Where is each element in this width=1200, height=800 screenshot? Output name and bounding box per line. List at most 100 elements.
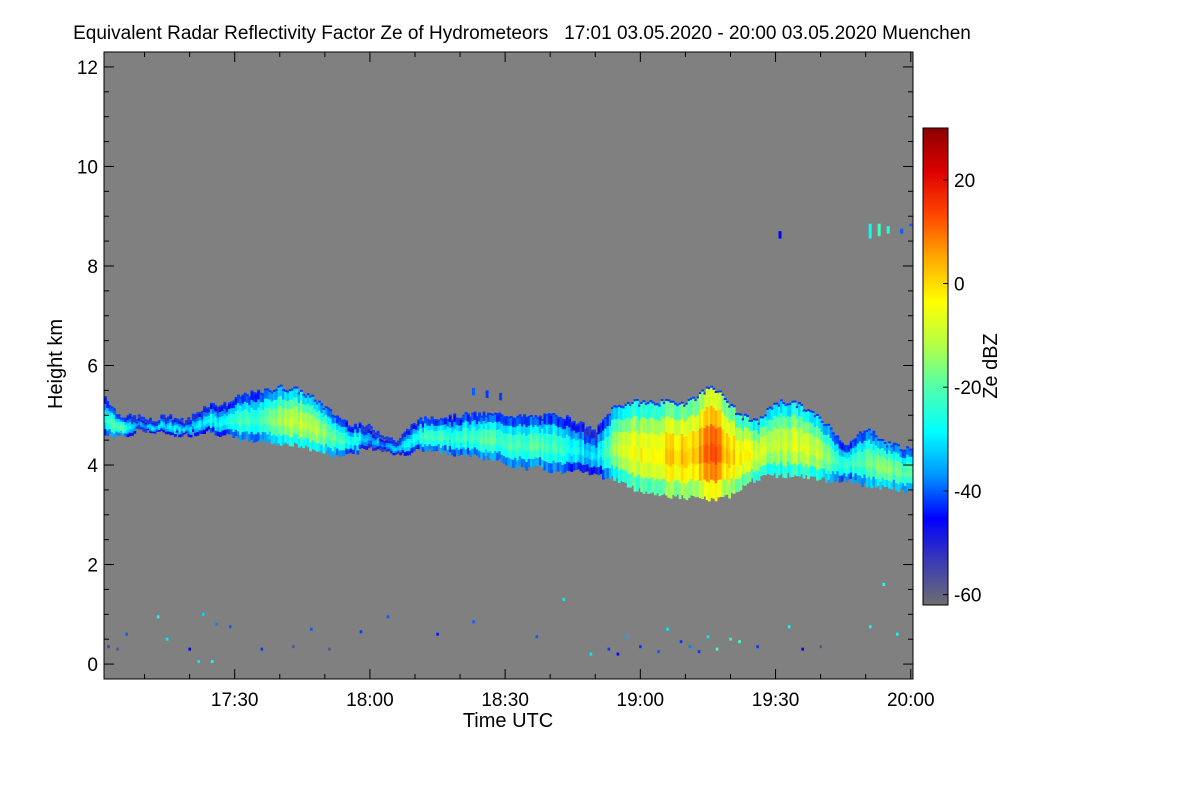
cloud-cell: [482, 444, 486, 453]
cloud-cell: [295, 396, 299, 407]
cloud-cell: [480, 423, 484, 432]
cloud-cell: [223, 418, 227, 425]
cloud-cell: [782, 440, 786, 453]
isolated-echoes: [472, 223, 913, 401]
cloud-cell: [266, 416, 270, 426]
cloud-cell: [545, 433, 549, 444]
cloud-cell: [847, 445, 851, 452]
cloud-cell: [387, 444, 391, 448]
cloud-cell: [541, 443, 545, 452]
clutter-point: [215, 622, 219, 626]
cloud-cell: [227, 428, 231, 435]
cloud-cell: [705, 443, 709, 463]
cloud-cell: [662, 478, 666, 494]
cloud-cell: [502, 440, 506, 449]
cloud-cell: [707, 444, 711, 464]
cloud-cell: [667, 481, 671, 498]
cloud-cell: [678, 435, 682, 452]
cloud-edge: [602, 419, 605, 422]
cloud-cell: [336, 435, 339, 443]
cloud-cell: [284, 433, 288, 443]
cloud-cell: [863, 465, 867, 475]
cloud-cell: [162, 423, 166, 428]
cloud-cell: [207, 408, 211, 413]
cloud-cell: [676, 420, 680, 436]
cloud-edge: [128, 413, 132, 416]
cloud-cell: [462, 428, 466, 435]
colorbar-ticks: 200-20-40-60: [943, 171, 981, 607]
cloud-cell: [529, 432, 533, 442]
cloud-cell: [507, 456, 511, 466]
cloud-cell: [642, 477, 646, 494]
cloud-edge: [676, 404, 680, 407]
cloud-cell: [599, 432, 603, 441]
cloud-cell: [273, 433, 276, 444]
cloud-cell: [311, 395, 315, 406]
cloud-cell: [356, 436, 360, 442]
cloud-edge: [155, 421, 159, 424]
cloud-cell: [593, 451, 596, 460]
cloud-cell: [847, 451, 851, 458]
cloud-cell: [324, 407, 328, 416]
cloud-cell: [667, 464, 671, 482]
cloud-cell: [577, 453, 581, 462]
cloud-cell: [480, 416, 484, 425]
cloud-cell: [671, 478, 675, 495]
cloud-cell: [746, 449, 750, 462]
cloud-cell: [798, 403, 801, 416]
cloud-cell: [437, 438, 441, 445]
cloud-cell: [383, 438, 387, 441]
cloud-cell: [685, 483, 689, 501]
cloud-cell: [405, 442, 409, 448]
cloud-edge: [892, 442, 896, 445]
cloud-cell: [137, 415, 141, 419]
cloud-cell: [153, 429, 157, 432]
cloud-cell: [254, 417, 258, 426]
cloud-cell: [322, 431, 326, 439]
cloud-cell: [604, 428, 608, 439]
cloud-cell: [444, 423, 448, 430]
cloud-cell: [131, 432, 134, 436]
cloud-cell: [903, 464, 907, 473]
cloud-edge: [784, 404, 788, 407]
cloud-cell: [793, 413, 797, 427]
cloud-cell: [365, 430, 369, 435]
cloud-edge: [620, 405, 623, 408]
cloud-cell: [689, 398, 693, 416]
cloud-cell: [577, 461, 581, 470]
cloud-cell: [284, 407, 288, 418]
cloud-cell: [187, 433, 191, 437]
cloud-edge: [196, 412, 200, 415]
cloud-edge: [349, 426, 353, 429]
cloud-cell: [142, 428, 146, 432]
cloud-edge: [387, 437, 391, 440]
cloud-cell: [734, 439, 738, 454]
cloud-cell: [250, 423, 254, 432]
cloud-cell: [214, 420, 218, 426]
cloud-edge: [798, 402, 801, 405]
cloud-cell: [405, 438, 409, 443]
cloud-cell: [762, 417, 765, 428]
cloud-cell: [140, 421, 143, 424]
cloud-cell: [266, 407, 270, 417]
cloud-cell: [698, 445, 702, 464]
cloud-cell: [881, 469, 885, 478]
cloud-cell: [245, 430, 249, 439]
cloud-cell: [523, 432, 527, 442]
cloud-edge: [178, 419, 182, 422]
cloud-cell: [268, 430, 272, 440]
cloud-cell: [509, 441, 513, 451]
cloud-cell: [403, 447, 407, 453]
cloud-cell: [615, 406, 619, 420]
cloud-cell: [638, 405, 641, 421]
cloud-cell: [414, 429, 418, 434]
cloud-edge: [694, 399, 698, 402]
cloud-cell: [225, 406, 229, 412]
cloud-edge: [176, 418, 179, 421]
cloud-edge: [759, 416, 763, 419]
cloud-cell: [408, 446, 412, 452]
cloud-cell: [732, 449, 736, 465]
cloud-edge: [182, 423, 186, 426]
cloud-cell: [784, 465, 788, 479]
cloud-cell: [360, 440, 364, 445]
